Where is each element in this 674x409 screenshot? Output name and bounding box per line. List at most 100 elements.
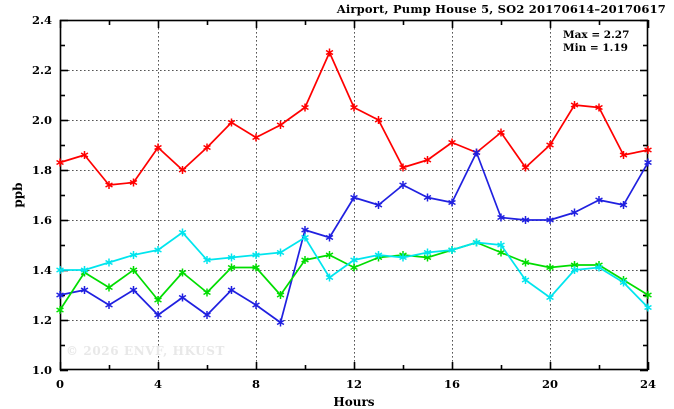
series-blue <box>56 148 652 327</box>
data-point-marker <box>325 49 334 56</box>
data-point-marker <box>521 259 530 266</box>
y-axis-tick-label: 1.2 <box>32 313 52 327</box>
data-point-marker <box>56 307 64 313</box>
data-point-marker <box>423 157 432 163</box>
data-point-marker <box>619 279 628 286</box>
data-point-marker <box>252 302 260 308</box>
data-point-marker <box>374 117 383 123</box>
watermark-text: © 2026 ENVF, HKUST <box>66 344 226 358</box>
data-point-marker <box>105 259 113 266</box>
data-point-marker <box>203 144 211 151</box>
data-point-marker <box>423 194 432 201</box>
data-point-marker <box>350 257 358 263</box>
data-point-marker <box>497 214 505 221</box>
data-point-marker <box>570 267 579 273</box>
data-point-marker <box>497 129 505 136</box>
data-point-marker <box>644 147 652 153</box>
data-point-marker <box>203 289 211 296</box>
data-point-marker <box>350 194 358 201</box>
data-point-marker <box>178 167 187 173</box>
data-point-marker <box>129 252 138 258</box>
data-point-marker <box>325 234 334 241</box>
data-point-marker <box>546 264 554 271</box>
data-point-marker <box>595 104 603 111</box>
data-point-marker <box>178 294 187 301</box>
data-point-marker <box>80 267 89 273</box>
y-axis-tick-label: 2.2 <box>32 63 52 77</box>
data-point-marker <box>325 252 334 258</box>
data-point-marker <box>448 139 456 146</box>
data-point-marker <box>619 152 628 158</box>
data-point-marker <box>56 267 64 273</box>
data-point-marker <box>129 267 138 273</box>
data-point-marker <box>570 262 579 268</box>
data-point-marker <box>448 199 456 206</box>
data-point-marker <box>350 264 358 271</box>
data-point-marker <box>644 159 652 166</box>
data-point-marker <box>203 312 211 318</box>
data-point-marker <box>252 264 260 271</box>
x-axis-tick-label: 12 <box>346 377 362 391</box>
data-point-marker <box>595 197 603 203</box>
data-point-marker <box>129 287 138 293</box>
data-point-marker <box>252 252 260 258</box>
data-point-marker <box>448 247 456 253</box>
legend-max-label: Max = 2.27 <box>563 29 630 41</box>
data-point-marker <box>154 247 162 253</box>
legend-min-label: Min = 1.19 <box>563 42 628 55</box>
data-point-marker <box>423 254 432 261</box>
data-point-marker <box>497 242 505 248</box>
x-axis-tick-label: 20 <box>542 377 558 391</box>
data-point-marker <box>521 277 530 283</box>
data-point-marker <box>154 297 162 303</box>
x-axis-tick-label: 16 <box>444 377 460 391</box>
y-axis-tick-label: 2.0 <box>32 113 52 127</box>
data-point-marker <box>276 249 285 256</box>
data-point-marker <box>276 122 285 128</box>
data-point-marker <box>80 152 89 158</box>
data-point-marker <box>546 294 554 301</box>
data-point-marker <box>399 164 407 171</box>
data-point-marker <box>301 257 309 263</box>
data-point-marker <box>178 229 187 236</box>
data-point-marker <box>570 209 579 216</box>
y-axis-tick-label: 1.6 <box>32 213 52 227</box>
data-point-marker <box>423 249 432 256</box>
y-axis-tick-label: 1.8 <box>32 163 52 177</box>
data-point-marker <box>497 249 505 256</box>
y-axis-tick-label: 1.4 <box>32 263 52 277</box>
data-point-marker <box>374 252 383 258</box>
data-point-marker <box>178 269 187 276</box>
data-point-marker <box>595 264 603 271</box>
data-point-marker <box>570 102 579 108</box>
data-point-marker <box>546 217 554 223</box>
data-point-marker <box>546 142 554 148</box>
x-axis-label: Hours <box>333 395 374 409</box>
legend-stats-box: Max = 2.27 Min = 1.19 <box>563 29 629 55</box>
x-axis-tick-label: 0 <box>56 377 64 391</box>
data-point-marker <box>80 287 89 293</box>
data-point-marker <box>56 159 64 166</box>
data-point-marker <box>325 274 334 281</box>
data-point-marker <box>154 312 162 318</box>
data-point-marker <box>154 144 162 151</box>
y-axis-tick-label: 2.4 <box>32 13 52 27</box>
data-point-marker <box>276 292 285 298</box>
x-axis-tick-label: 4 <box>154 377 162 391</box>
data-point-marker <box>56 292 64 298</box>
data-point-marker <box>105 284 113 291</box>
data-point-marker <box>644 304 652 311</box>
data-point-marker <box>521 164 530 171</box>
data-point-marker <box>105 182 113 188</box>
data-point-marker <box>227 254 236 261</box>
data-point-marker <box>521 217 530 223</box>
data-point-marker <box>399 254 407 261</box>
data-point-marker <box>129 179 138 186</box>
data-point-marker <box>105 302 113 308</box>
data-point-marker <box>301 104 309 111</box>
x-axis-tick-label: 24 <box>640 377 656 391</box>
series-cyan <box>56 228 652 312</box>
chart-title: Airport, Pump House 5, SO2 20170614–2017… <box>336 2 666 16</box>
